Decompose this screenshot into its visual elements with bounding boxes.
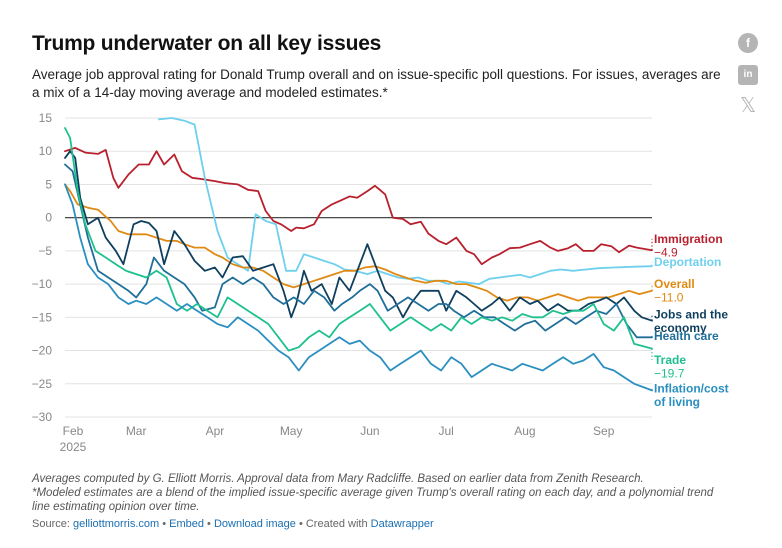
source-separator: •: [159, 518, 170, 530]
facebook-share-icon[interactable]: f: [738, 33, 758, 53]
source-separator: •: [203, 518, 214, 530]
x-tick-label: Jun: [360, 424, 379, 438]
series-line-jobs-and-the-economy: [64, 150, 653, 322]
y-tick-label: 5: [45, 177, 52, 191]
x-icon: 𝕏: [739, 95, 757, 117]
y-tick-label: −10: [32, 277, 53, 291]
x-tick-label: Feb: [63, 424, 84, 438]
linkedin-share-icon[interactable]: in: [738, 65, 758, 85]
end-label-name: Health care: [654, 329, 719, 343]
chart-title: Trump underwater on all key issues: [32, 32, 382, 55]
end-label-value: −19.7: [654, 366, 685, 380]
facebook-icon: f: [746, 36, 750, 50]
y-tick-label: 10: [39, 144, 53, 158]
end-label-name: Trade: [654, 353, 686, 367]
end-label-name: Jobs and the: [654, 308, 728, 322]
y-tick-label: −30: [32, 410, 53, 424]
end-label-name: Overall: [654, 277, 695, 291]
source-label: Source:: [32, 518, 73, 530]
y-tick-label: −20: [32, 344, 53, 358]
datawrapper-link[interactable]: Datawrapper: [370, 518, 434, 530]
series-line-trade: [64, 127, 653, 352]
line-chart: 15 10 5 0 −5 −10 −15 −20 −25 −30 Feb 2025 Mar Apr May J…: [32, 111, 729, 454]
y-tick-label: −25: [32, 377, 53, 391]
end-label-value: −4.9: [654, 245, 678, 259]
y-tick-label: 0: [45, 211, 52, 225]
y-tick-label: 15: [39, 111, 53, 125]
chart-subtitle: Average job approval rating for Donald T…: [32, 67, 721, 100]
download-image-link[interactable]: Download image: [213, 518, 296, 530]
series-line-immigration: [64, 147, 653, 266]
end-label-name: Deportation: [654, 255, 721, 269]
source-link[interactable]: gelliottmorris.com: [72, 518, 160, 530]
embed-link[interactable]: Embed: [169, 518, 204, 530]
end-label-name: of living: [654, 395, 700, 409]
x-tick-label: Jul: [438, 424, 453, 438]
x-tick-year-label: 2025: [60, 440, 87, 454]
end-label-name: Immigration: [654, 232, 723, 246]
series-line-deportation: [158, 117, 653, 285]
end-label-name: Inflation/cost: [654, 381, 729, 395]
chart-notes: Averages computed by G. Elliott Morris. …: [32, 473, 714, 513]
x-tick-label: May: [280, 424, 303, 438]
y-tick-label: −15: [32, 310, 53, 324]
end-label-value: −11.0: [654, 291, 684, 305]
x-share-icon[interactable]: 𝕏: [738, 96, 758, 116]
x-tick-label: Sep: [593, 424, 615, 438]
series-line-health-care: [64, 163, 653, 339]
x-tick-label: Aug: [514, 424, 535, 438]
x-tick-label: Mar: [126, 424, 147, 438]
end-label-name: economy: [654, 321, 707, 335]
created-with-text: • Created with: [295, 518, 371, 530]
x-tick-label: Apr: [206, 424, 225, 438]
series-line-overall: [64, 183, 653, 302]
linkedin-icon: in: [743, 69, 753, 80]
y-tick-label: −5: [38, 244, 52, 258]
source-line: Source: gelliottmorris.com • Embed • Dow…: [32, 518, 434, 530]
series-line-inflation-cost-of-living: [64, 183, 653, 392]
